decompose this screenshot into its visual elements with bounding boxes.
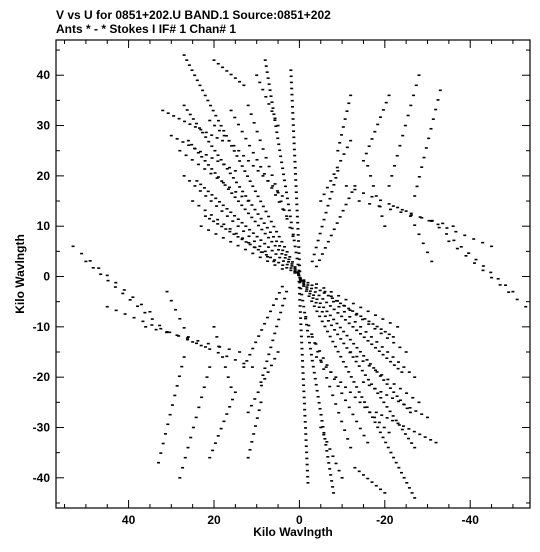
x-tick-label: 0 [296,513,303,527]
y-tick-label: 40 [37,68,51,82]
y-tick-label: -10 [33,320,51,334]
x-tick-label: -20 [376,513,394,527]
y-tick-label: 0 [43,270,50,284]
y-tick-label: -40 [33,471,51,485]
data-points [71,54,528,499]
y-tick-label: 30 [37,119,51,133]
tick-labels: 40 20 0 -20 -40 40 30 20 10 0 -10 -20 -30 -40 [33,68,480,527]
plot-title: V vs U for 0851+202.U BAND.1 Source:0851… [56,8,331,22]
y-tick-label: -20 [33,370,51,384]
x-axis-label: Kilo Wavlngth [253,525,333,539]
y-tick-label: 20 [37,169,51,183]
plot-subtitle: Ants * - * Stokes I IF# 1 Chan# 1 [56,22,236,36]
x-tick-label: -40 [462,513,480,527]
y-tick-label: -30 [33,420,51,434]
plot-frame [55,39,531,509]
y-axis-label: Kilo Wavlngth [13,234,27,314]
y-tick-label: 10 [37,219,51,233]
tick-marks [56,40,530,508]
x-tick-label: 40 [122,513,136,527]
x-tick-label: 20 [207,513,221,527]
